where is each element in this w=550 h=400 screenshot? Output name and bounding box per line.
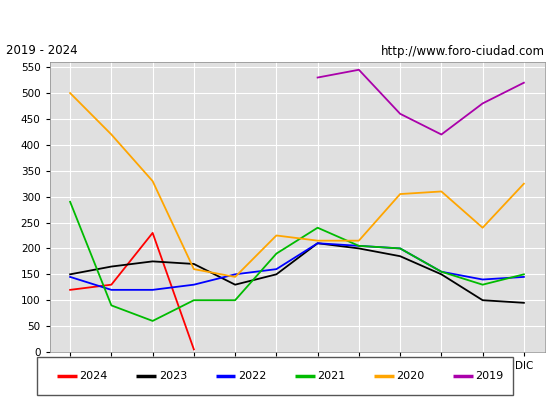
Text: http://www.foro-ciudad.com: http://www.foro-ciudad.com [381, 44, 544, 58]
Text: 2019: 2019 [475, 371, 504, 381]
Text: 2024: 2024 [79, 371, 108, 381]
Text: 2023: 2023 [159, 371, 187, 381]
Text: 2020: 2020 [396, 371, 425, 381]
FancyBboxPatch shape [37, 357, 513, 395]
Text: 2021: 2021 [317, 371, 345, 381]
Text: 2022: 2022 [238, 371, 266, 381]
Text: 2019 - 2024: 2019 - 2024 [6, 44, 77, 58]
Text: Evolucion Nº Turistas Nacionales en el municipio de Capellades: Evolucion Nº Turistas Nacionales en el m… [38, 14, 512, 26]
